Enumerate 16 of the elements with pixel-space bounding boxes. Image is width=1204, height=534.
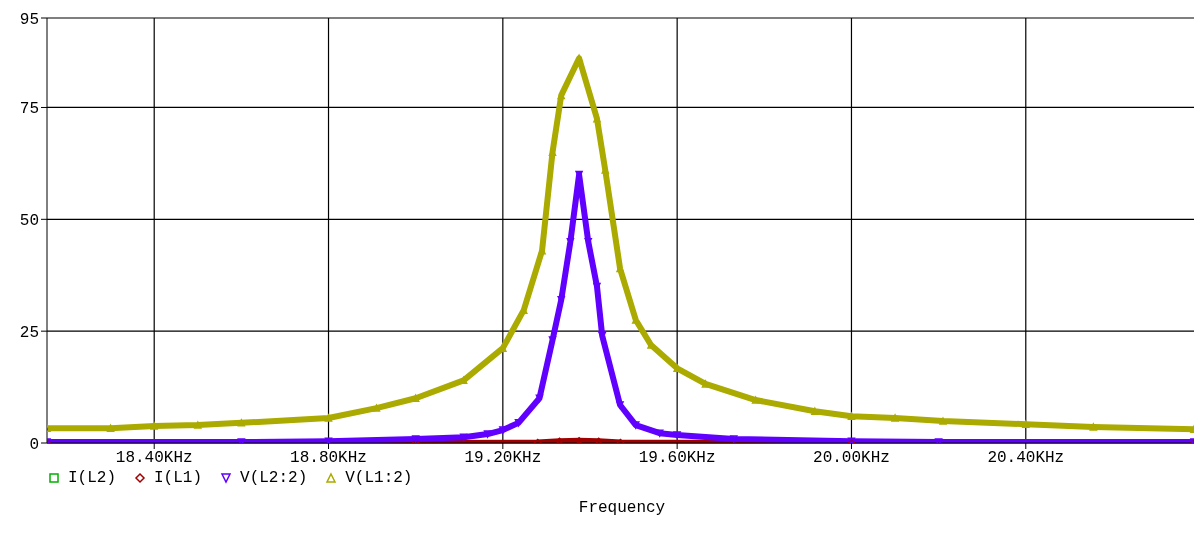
- y-tick-label: 0: [29, 435, 39, 454]
- legend-label: V(L2:2): [240, 469, 308, 487]
- x-axis-title: Frequency: [577, 499, 667, 517]
- y-tick-label: 75: [19, 100, 39, 119]
- x-tick-label: 19.20KHz: [464, 449, 542, 468]
- y-tick-label: 95: [19, 10, 39, 29]
- legend-label: I(L1): [154, 469, 203, 487]
- x-tick-label: 19.60KHz: [638, 449, 716, 468]
- x-tick-label: 20.40KHz: [987, 449, 1065, 468]
- legend-label: I(L2): [68, 469, 117, 487]
- y-tick-label: 50: [19, 212, 39, 230]
- x-tick-label: 18.40KHz: [115, 449, 193, 468]
- x-tick-label: 18.80KHz: [290, 449, 367, 468]
- legend-label: V(L1:2): [345, 469, 413, 487]
- x-tick-label: 20.00KHz: [813, 449, 890, 468]
- y-tick-label: 25: [19, 323, 39, 342]
